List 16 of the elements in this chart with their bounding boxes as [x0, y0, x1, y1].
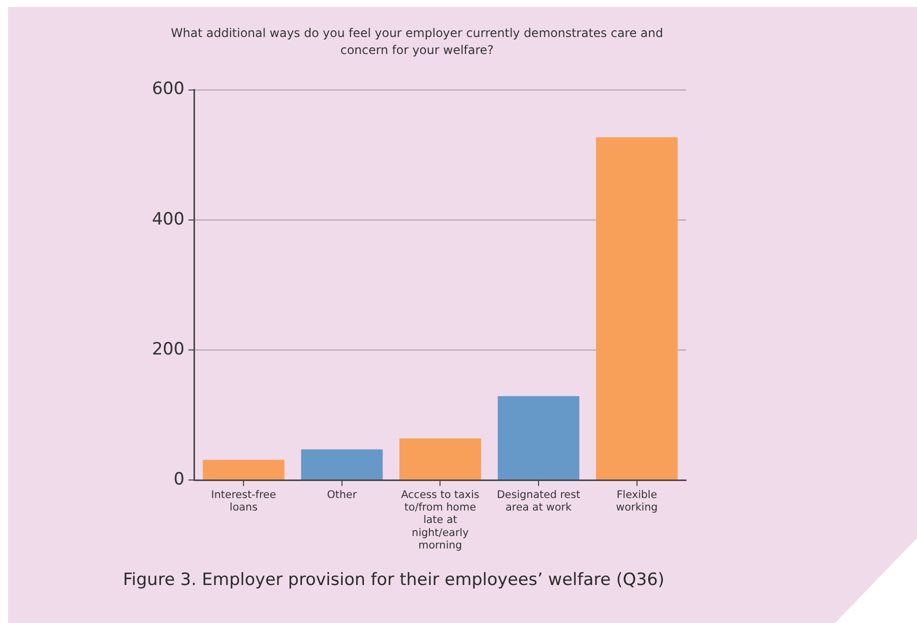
y-tick-label: 200	[152, 339, 184, 360]
bar	[498, 396, 580, 480]
x-tick-label: Interest-free loans	[211, 489, 276, 514]
y-tick-label: 400	[152, 209, 184, 230]
x-tick-label: Other	[327, 489, 358, 502]
bar	[399, 438, 482, 480]
x-tick-label: Designated rest area at work	[496, 489, 580, 514]
bar	[202, 460, 284, 480]
bar	[301, 449, 383, 480]
caption: Figure 3. Employer provision for their employees’ welfare (Q36)	[123, 570, 664, 590]
x-tick-label: Flexible working	[616, 489, 658, 514]
y-tick-label: 0	[174, 469, 184, 490]
x-tick-label: Access to taxis to/from home late at night/early morning	[401, 489, 480, 552]
chart-title: What additional ways do you feel your employer currently demonstrates care and concern for your welfare?	[170, 26, 664, 58]
y-tick-label: 600	[152, 79, 184, 100]
bar	[596, 137, 678, 480]
